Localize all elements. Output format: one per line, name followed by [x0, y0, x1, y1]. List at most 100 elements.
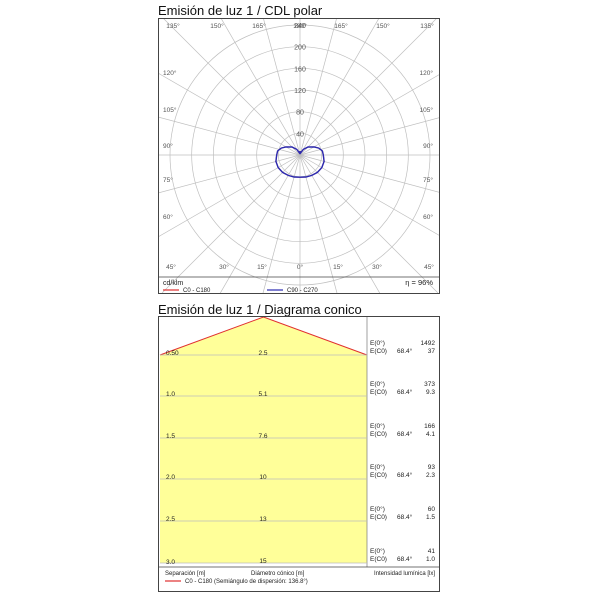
angle-label: 0°: [297, 263, 304, 271]
ec0-value: 1.0: [426, 556, 435, 563]
ec0-label: E(C0): [370, 431, 387, 438]
angle-label: 15°: [333, 263, 343, 271]
grid-spoke: [299, 104, 489, 156]
angle-label: 135°: [166, 22, 180, 30]
cone-chart-title: Emisión de luz 1 / Diagrama conico: [158, 302, 362, 317]
e0-label: E(0°): [370, 422, 385, 430]
grid-spoke: [130, 57, 301, 156]
angle-label: 105°: [163, 106, 177, 114]
half-angle-label: 68.4°: [397, 471, 413, 479]
e0-value: 1492: [421, 340, 436, 347]
radial-tick-label: 120: [294, 88, 306, 95]
grid-spoke: [161, 154, 301, 294]
grid-spoke: [299, 154, 439, 294]
ec0-label: E(C0): [370, 556, 387, 563]
grid-spoke: [130, 154, 301, 253]
angle-label: 180°: [293, 22, 307, 30]
grid-spoke: [111, 154, 301, 206]
polar-chart-title: Emisión de luz 1 / CDL polar: [158, 3, 323, 18]
series-curve-c90-c270: [275, 146, 325, 178]
grid-spoke: [210, 0, 301, 156]
intensity-axis-label: Intensidad lumínica [lx]: [374, 571, 435, 577]
cone-fill: [160, 317, 367, 563]
half-angle-label: 68.4°: [397, 513, 413, 521]
ec0-value: 1.5: [426, 514, 435, 521]
diameter-value: 10: [259, 474, 267, 481]
angle-label: 60°: [163, 213, 173, 221]
angle-label: 45°: [424, 263, 434, 271]
separation-value: 2.5: [166, 516, 175, 523]
efficiency-label: η = 96%: [405, 278, 433, 287]
angle-label: 105°: [420, 106, 434, 114]
half-angle-label: 68.4°: [397, 430, 413, 438]
angle-label: 45°: [166, 263, 176, 271]
e0-value: 93: [428, 464, 436, 471]
diameter-value: 15: [259, 558, 267, 565]
e0-label: E(0°): [370, 505, 385, 513]
e0-label: E(0°): [370, 380, 385, 388]
half-angle-label: 68.4°: [397, 555, 413, 563]
radial-tick-label: 240: [294, 23, 306, 30]
diameter-value: 13: [259, 516, 267, 523]
cone-edge: [159, 316, 368, 356]
grid-spoke: [299, 154, 489, 206]
angle-label: 165°: [334, 22, 348, 30]
legend-label-c0: C0 - C180: [183, 288, 211, 293]
polar-chart-panel: 40 80 120 160 200 240 135° 150° 165° 180° 165° 150°…: [105, 0, 495, 350]
half-angle-label: 68.4°: [397, 388, 413, 396]
ec0-value: 2.3: [426, 472, 435, 479]
grid-spoke: [299, 154, 351, 344]
separation-value: 1.0: [166, 391, 175, 398]
grid-spoke: [111, 104, 301, 156]
angle-label: 165°: [252, 22, 266, 30]
angle-label: 30°: [372, 263, 382, 271]
ec0-label: E(C0): [370, 514, 387, 521]
diameter-value: 2.5: [258, 350, 267, 357]
ec0-value: 4.1: [426, 431, 435, 438]
angle-label: 90°: [163, 142, 173, 150]
angle-label: 60°: [423, 213, 433, 221]
diameter-value: 5.1: [258, 391, 267, 398]
angle-label: 75°: [423, 176, 433, 184]
angle-label: 150°: [210, 22, 224, 30]
separation-value: 2.0: [166, 474, 175, 481]
angle-label: 90°: [423, 142, 433, 150]
ec0-label: E(C0): [370, 472, 387, 479]
grid-spoke: [299, 0, 390, 156]
separation-axis-label: Separación [m]: [165, 571, 206, 577]
grid-spoke: [299, 0, 342, 156]
grid-spoke: [249, 154, 301, 344]
separation-value: 1.5: [166, 433, 175, 440]
ec0-value: 9.3: [426, 389, 435, 396]
e0-label: E(0°): [370, 547, 385, 555]
diameter-axis-label: Diámetro cónico [m]: [251, 571, 305, 577]
e0-label: E(0°): [370, 463, 385, 471]
grid-spoke: [299, 154, 398, 325]
angle-label: 120°: [420, 69, 434, 77]
angle-label: 120°: [163, 69, 177, 77]
grid-spoke: [202, 154, 301, 325]
diameter-value: 7.6: [258, 433, 267, 440]
unit-label: cd/klm: [163, 280, 183, 287]
grid-spoke: [299, 16, 439, 156]
ec0-value: 37: [428, 348, 436, 355]
grid-spoke: [161, 16, 301, 156]
angle-label: 75°: [163, 176, 173, 184]
angle-label: 135°: [420, 22, 434, 30]
legend-label-c90: C90 - C270: [287, 288, 318, 293]
e0-value: 373: [424, 381, 435, 388]
radial-tick-label: 80: [296, 110, 304, 117]
polar-chart: 40 80 120 160 200 240 135° 150° 165° 180° 165° 150°…: [105, 0, 495, 350]
angle-label: 150°: [376, 22, 390, 30]
cone-chart-panel: 0.50 2.5 E(0°) E(C0) 68.4° 1492 37 1.0 5.1 E(0°) E…: [158, 316, 440, 592]
ec0-label: E(C0): [370, 389, 387, 396]
grid-spoke: [258, 0, 301, 156]
angle-label: 15°: [257, 263, 267, 271]
radial-tick-label: 160: [294, 66, 306, 73]
e0-value: 41: [428, 548, 436, 555]
polar-grid: [105, 0, 495, 350]
e0-label: E(0°): [370, 339, 385, 347]
legend-label-cone: C0 - C180 (Semiángulo de dispersión: 136…: [185, 579, 308, 585]
angle-label: 30°: [219, 263, 229, 271]
